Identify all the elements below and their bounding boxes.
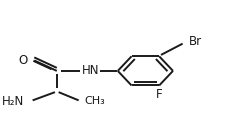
Text: F: F bbox=[156, 88, 162, 101]
Text: CH₃: CH₃ bbox=[84, 96, 105, 106]
Text: Br: Br bbox=[189, 35, 202, 48]
Text: HN: HN bbox=[81, 64, 99, 77]
Text: O: O bbox=[19, 54, 28, 67]
Text: H₂N: H₂N bbox=[2, 95, 25, 108]
